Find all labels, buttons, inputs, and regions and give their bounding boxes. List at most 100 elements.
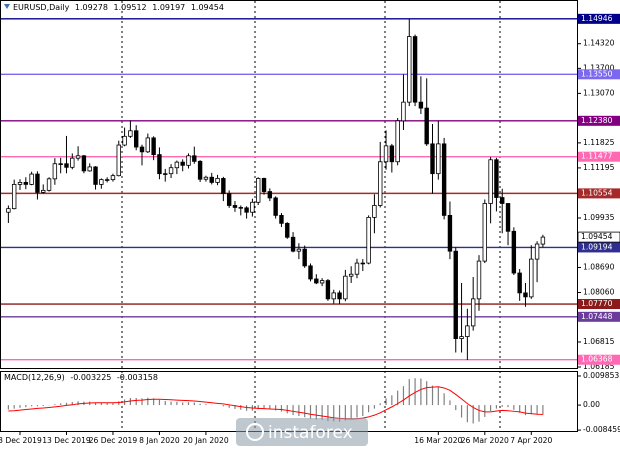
candle-body (319, 280, 325, 284)
candle-body (215, 178, 220, 183)
candle-body (407, 36, 412, 103)
candle-body (23, 182, 29, 185)
x-tick-label: 26 Mar 2020 (461, 436, 509, 445)
candle-body (395, 120, 400, 163)
close-price: 1.09454 (191, 3, 224, 12)
candle-body (256, 178, 261, 203)
candle-body (459, 336, 464, 339)
candle-body (128, 130, 133, 137)
candle-body (505, 203, 511, 232)
candle-body (424, 107, 429, 145)
candle-body (430, 143, 435, 175)
level-label-box (578, 188, 620, 199)
candle-body (122, 135, 127, 146)
macd-label: MACD(12,26,9) (4, 373, 65, 382)
level-label: 1.14946 (581, 14, 613, 23)
candle-body (163, 173, 168, 175)
candle-body (488, 159, 493, 204)
x-tick-label: 3 Dec 2019 (0, 436, 42, 445)
candle-body (494, 159, 499, 198)
level-label-box (578, 299, 620, 310)
candle-body (174, 161, 180, 169)
y-tick-label: 1.09935 (583, 213, 615, 222)
candle-body (99, 179, 104, 185)
macd-header: MACD(12,26,9) -0.003225 -0.003158 (4, 373, 158, 382)
candle-body (343, 275, 348, 300)
x-tick-label: 7 Apr 2020 (510, 436, 552, 445)
level-label-box (578, 354, 620, 365)
candle-body (389, 145, 395, 163)
macd-y-tick-label: -0.008459 (583, 425, 620, 434)
candle-body (285, 222, 290, 238)
x-tick-label: 8 Jan 2020 (139, 436, 180, 445)
candle-body (476, 260, 482, 300)
y-tick-label: 1.11195 (583, 163, 615, 172)
level-label-box (578, 151, 620, 162)
macd-signal-value: -0.003158 (117, 373, 158, 382)
y-tick-label: 1.06815 (583, 337, 615, 346)
candle-body (250, 201, 255, 213)
level-label: 1.10554 (581, 188, 613, 197)
level-label-box (578, 242, 620, 253)
level-label: 1.11477 (581, 152, 613, 161)
candle-body (348, 273, 354, 277)
candle-body (232, 205, 238, 208)
candle-body (226, 193, 232, 206)
candle-body (70, 157, 75, 168)
period-separators (121, 1, 501, 431)
candle-body (273, 197, 278, 216)
candle-body (372, 205, 377, 218)
candle-body (366, 216, 371, 264)
candle-body (238, 207, 243, 209)
candle-body (279, 215, 284, 224)
macd-y-tick-label: 0.00 (583, 400, 600, 409)
candle-body (296, 248, 302, 252)
candle-body (453, 250, 458, 339)
candle-body (244, 207, 249, 213)
candle-body (540, 236, 546, 245)
low-price: 1.09197 (152, 3, 185, 12)
watermark-icon (246, 423, 264, 441)
y-tick-label: 1.13700 (583, 63, 615, 72)
candle-body (64, 163, 69, 168)
symbol: EURUSD,Daily (13, 3, 70, 12)
candle-body (192, 155, 197, 162)
candle-body (17, 182, 23, 185)
candle-body (441, 143, 447, 216)
candle-body (267, 191, 273, 199)
main-panel-frame (0, 0, 578, 369)
symbol-icon (4, 4, 10, 9)
candle-body (337, 292, 342, 300)
level-label-box (578, 69, 620, 80)
candle-body (6, 208, 11, 213)
candle-body (378, 161, 383, 206)
open-price: 1.09278 (75, 3, 108, 12)
candle-body (203, 176, 209, 180)
candle-body (465, 325, 470, 338)
level-label-box (578, 13, 620, 24)
candle-body (412, 36, 418, 103)
candle-body (11, 184, 17, 210)
x-tick-label: 13 Dec 2019 (42, 436, 91, 445)
candle-body (447, 215, 453, 252)
level-label: 1.09194 (581, 242, 613, 251)
level-label-box (578, 311, 620, 322)
candle-body (81, 155, 87, 172)
candle-body (197, 160, 203, 180)
candle-body (331, 292, 336, 300)
candle-body (139, 146, 145, 153)
macd-value: -0.003225 (70, 373, 111, 382)
candle-body (500, 197, 505, 204)
candle-body (523, 292, 528, 298)
candle-body (517, 272, 522, 294)
candle-body (93, 166, 98, 185)
candle-body (104, 179, 110, 181)
level-label-box (578, 115, 620, 126)
level-label: 1.12380 (581, 116, 613, 125)
chart-header: EURUSD,Daily 1.09278 1.09512 1.09197 1.0… (13, 3, 224, 12)
candle-body (58, 163, 63, 165)
candle-body (133, 130, 139, 148)
y-tick-label: 1.14320 (583, 39, 615, 48)
watermark: instaforex (236, 418, 368, 446)
